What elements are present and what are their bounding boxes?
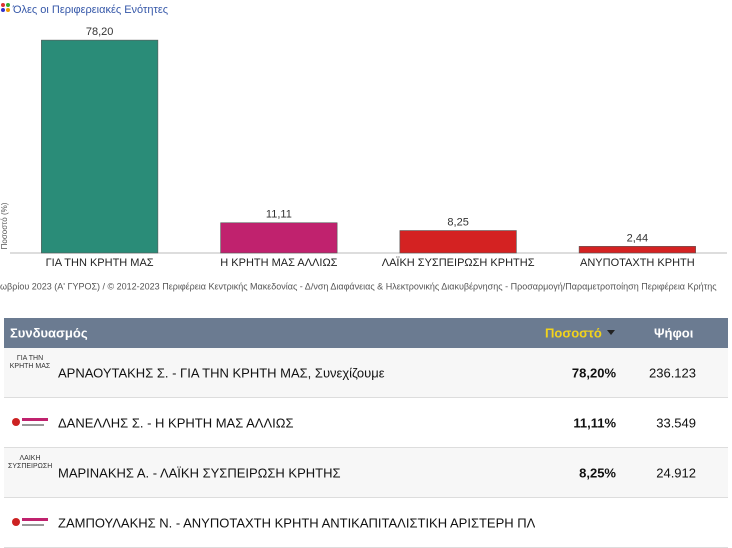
logo-text: ΛΑΪΚΗ ΣΥΣΠΕΙΡΩΣΗ (8, 455, 52, 470)
chart-title: Όλες οι Περιφερειακές Ενότητες (12, 4, 168, 16)
header-cell: Συνδυασμός (10, 325, 88, 341)
bar (578, 246, 696, 254)
table-row: ΛΑΪΚΗ ΣΥΣΠΕΙΡΩΣΗ ΜΑΡΙΝΑΚΗΣ Α. - ΛΑΪΚΗ ΣΥΣ… (4, 448, 728, 498)
value-label: 78,20 (86, 26, 114, 38)
party-logo: ΓΙΑ ΤΗΝ ΚΡΗΤΗ ΜΑΣ (8, 355, 52, 389)
value-label: 2,44 (627, 232, 648, 244)
candidate-name: ΜΑΡΙΝΑΚΗΣ Α. - ΛΑΪΚΗ ΣΥΣΠΕΙΡΩΣΗ ΚΡΗΤΗΣ (58, 465, 341, 480)
footer: ωβρίου 2023 (Α' ΓΥΡΟΣ) / © 2012-2023 Περ… (0, 281, 717, 291)
logo-graphic (12, 418, 48, 426)
percent-cell: 11,11% (573, 415, 616, 430)
title-icon (1, 3, 10, 12)
candidate-name: ΖΑΜΠΟΥΛΑΚΗΣ Ν. - ΑΝΥΠΟΤΑΧΤΗ ΚΡΗΤΗ ΑΝΤΙΚΑ… (58, 515, 536, 530)
table-header: Συνδυασμός Ποσοστό Ψήφοι (4, 318, 728, 348)
bar (399, 230, 517, 254)
bar (41, 39, 159, 254)
table-row: ΖΑΜΠΟΥΛΑΚΗΣ Ν. - ΑΝΥΠΟΤΑΧΤΗ ΚΡΗΤΗ ΑΝΤΙΚΑ… (4, 498, 728, 548)
x-tick-label: ΑΝΥΠΟΤΑΧΤΗ ΚΡΗΤΗ (580, 257, 695, 269)
percent-cell: 8,25% (579, 465, 616, 480)
candidate-name: ΑΡΝΑΟΥΤΑΚΗΣ Σ. - ΓΙΑ ΤΗΝ ΚΡΗΤΗ ΜΑΣ, Συνε… (58, 365, 385, 380)
votes-cell: 33.549 (656, 415, 696, 430)
bar (220, 222, 338, 254)
table-row: ΓΙΑ ΤΗΝ ΚΡΗΤΗ ΜΑΣ ΑΡΝΑΟΥΤΑΚΗΣ Σ. - ΓΙΑ ΤΗ… (4, 348, 728, 398)
x-tick-label: Η ΚΡΗΤΗ ΜΑΣ ΑΛΛΙΩΣ (220, 257, 337, 269)
x-tick-label: ΛΑΪΚΗ ΣΥΣΠΕΙΡΩΣΗ ΚΡΗΤΗΣ (382, 257, 535, 269)
table-row: ΔΑΝΕΛΛΗΣ Σ. - Η ΚΡΗΤΗ ΜΑΣ ΑΛΛΙΩΣ 11,11% 33… (4, 398, 728, 448)
value-label: 11,11 (266, 209, 292, 221)
header-cell[interactable]: Ποσοστό (545, 325, 602, 341)
sort-icon[interactable] (607, 330, 615, 336)
value-label: 8,25 (447, 216, 468, 228)
party-logo (8, 505, 52, 539)
x-tick-label: ΓΙΑ ΤΗΝ ΚΡΗΤΗ ΜΑΣ (46, 257, 154, 269)
party-logo (8, 405, 52, 439)
chart: Όλες οι Περιφερειακές Ενότητες Ποσοστό (… (0, 3, 727, 291)
votes-cell: 236.123 (649, 365, 696, 380)
candidate-name: ΔΑΝΕΛΛΗΣ Σ. - Η ΚΡΗΤΗ ΜΑΣ ΑΛΛΙΩΣ (58, 415, 294, 430)
party-logo: ΛΑΪΚΗ ΣΥΣΠΕΙΡΩΣΗ (8, 455, 52, 489)
percent-cell: 78,20% (571, 365, 616, 380)
logo-graphic (12, 518, 48, 526)
results-table: Συνδυασμός Ποσοστό Ψήφοι ΓΙΑ ΤΗΝ ΚΡΗΤΗ Μ… (4, 318, 728, 548)
y-axis-label: Ποσοστό (%) (0, 202, 9, 249)
votes-cell: 24.912 (656, 465, 696, 480)
header-cell[interactable]: Ψήφοι (654, 325, 694, 341)
logo-text: ΓΙΑ ΤΗΝ ΚΡΗΤΗ ΜΑΣ (9, 355, 51, 370)
